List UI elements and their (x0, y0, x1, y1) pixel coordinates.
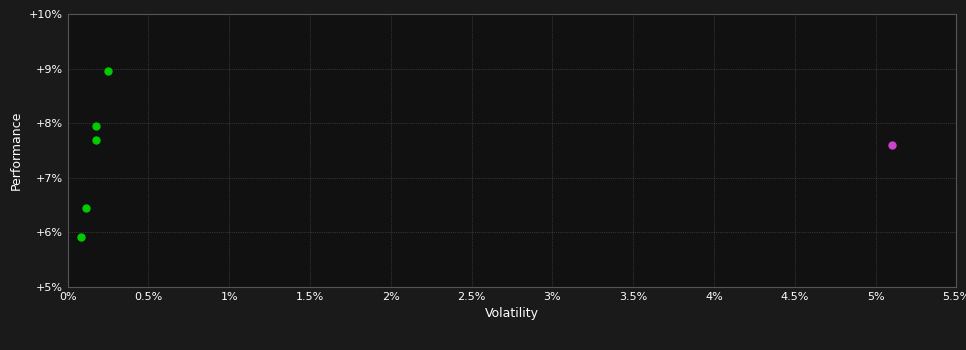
Point (88, 123, 103, 129)
Y-axis label: Performance: Performance (11, 111, 23, 190)
Point (88, 137, 103, 142)
Point (884, 142, 899, 148)
X-axis label: Volatility: Volatility (485, 307, 539, 320)
Point (73, 234, 89, 239)
Point (100, 69, 116, 74)
Point (78, 205, 94, 211)
